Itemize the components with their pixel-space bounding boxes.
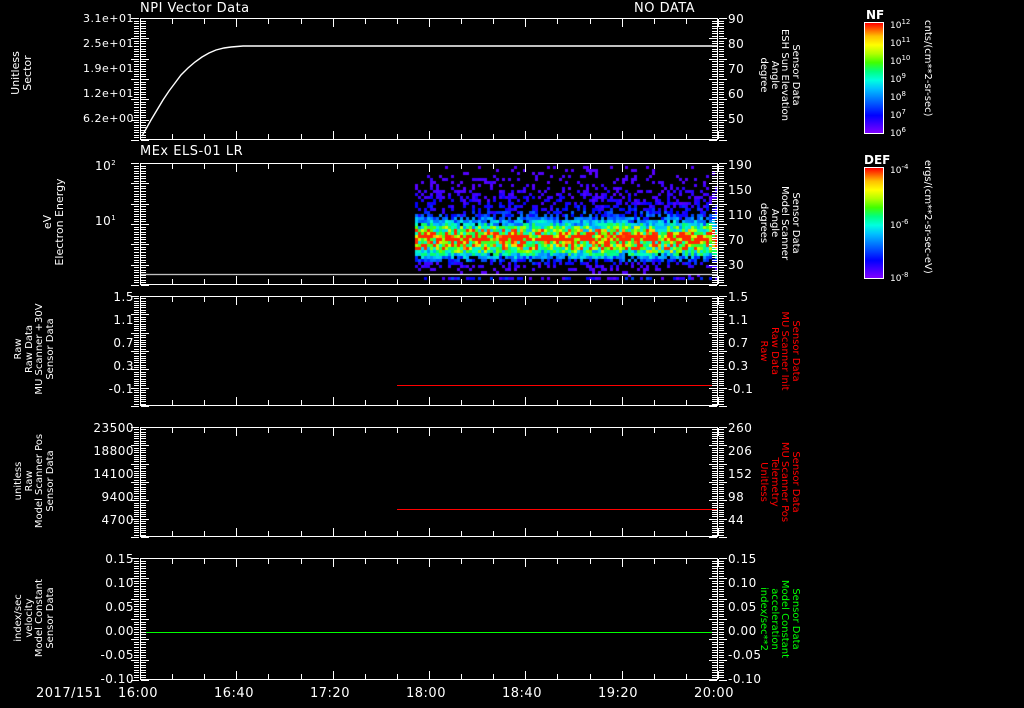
panel-sector-ytick-1: 2.5e+01 [83, 37, 134, 50]
panel-mcv-ytick-0: 0.15 [105, 552, 134, 566]
panel-sector-ytick-4: 6.2e+00 [83, 112, 134, 125]
panel-mcv-right-ytick-3: 0.00 [728, 624, 757, 638]
panel-mu30-ytick-4: -0.1 [108, 382, 134, 396]
panel-mcv-right-title: Sensor Data Model Constant acceleration ind… [758, 579, 802, 659]
mu-scanner-pos-telemetry-trace [397, 509, 717, 510]
colorbar-nf-tick-3: 109 [890, 72, 906, 85]
panel-ee-right-ytick-1: 150 [728, 183, 753, 197]
panel-sector-ytick-0: 3.1e+01 [83, 12, 134, 25]
panel-sector-right-title: Sensor Data ESH Sun Elevation Angle degree [758, 28, 802, 122]
panel-ee-left-title: eV Electron Energy [41, 178, 66, 266]
colorbar-nf-tick-4: 108 [890, 90, 906, 103]
panel-ee-right-ytick-3: 70 [728, 233, 745, 247]
time-axis-tick-3: 18:00 [406, 686, 446, 701]
panel-mu30-right-ytick-2: 0.7 [728, 336, 749, 350]
time-axis-tick-1: 16:40 [214, 686, 254, 701]
panel-sector-ytick-3: 1.2e+01 [83, 87, 134, 100]
panel-mu30-ytick-3: 0.3 [113, 359, 134, 373]
colorbar-nf-unit: cnts/(cm**2-sr-sec) [922, 20, 933, 117]
panel-msp-ytick-2: 14100 [93, 467, 134, 481]
panel-msp-ytick-3: 9400 [101, 490, 134, 504]
panel-sector-right-ytick-0: 90 [728, 12, 745, 26]
time-axis-tick-5: 19:20 [598, 686, 638, 701]
colorbar-nf[interactable] [864, 22, 884, 134]
time-axis-tick-0: 16:00 [118, 686, 158, 701]
panel-ee-right-ytick-0: 190 [728, 158, 753, 172]
time-axis-date: 2017/151 [36, 686, 103, 701]
figure-subtitle: MEx ELS-01 LR [140, 144, 244, 159]
colorbar-nf-tick-2: 1010 [890, 54, 911, 67]
panel-mcv-left-title: index/sec velocity Model Constant Sensor Da… [13, 578, 56, 658]
time-axis-tick-4: 18:40 [502, 686, 542, 701]
panel-model-scanner-pos-plot[interactable] [140, 427, 718, 537]
panel-mu30-right-ytick-3: 0.3 [728, 359, 749, 373]
panel-msp-right-ytick-2: 152 [728, 467, 753, 481]
panel-mcv-right-ytick-4: -0.05 [728, 648, 762, 662]
panel-msp-right-ytick-0: 260 [728, 421, 753, 435]
panel-mu30-right-ytick-1: 1.1 [728, 313, 749, 327]
colorbar-def-title: DEF [864, 153, 891, 167]
panel-electron-energy-plot[interactable] [140, 163, 718, 285]
panel-msp-right-title: Sensor Data MU Scanner Pos Telemetry Unitle… [758, 441, 802, 523]
panel-msp-ytick-4: 4700 [101, 513, 134, 527]
electron-energy-spectrogram [141, 164, 717, 284]
panel-mu30-left-title: Raw Raw Data MU Scanner +30V Sensor Data [13, 303, 56, 395]
panel-sector-right-ytick-2: 70 [728, 62, 745, 76]
panel-mcv-right-ytick-0: 0.15 [728, 552, 757, 566]
panel-mcv-ytick-1: 0.10 [105, 576, 134, 590]
panel-mcv-ytick-4: -0.05 [100, 648, 134, 662]
panel-mcv-right-ytick-1: 0.10 [728, 576, 757, 590]
colorbar-nf-tick-6: 106 [890, 126, 906, 139]
panel-ee-right-title: Sensor Data Model Scanner Angle degrees [758, 185, 802, 261]
time-axis-tick-2: 17:20 [310, 686, 350, 701]
time-axis-tick-6: 20:00 [694, 686, 734, 701]
colorbar-nf-title: NF [866, 8, 885, 22]
panel-msp-right-ytick-1: 206 [728, 444, 753, 458]
colorbar-def-tick-0: 10-4 [890, 163, 909, 176]
panel-mu30-right-ytick-0: 1.5 [728, 290, 749, 304]
figure-title-left: NPI Vector Data [140, 1, 250, 16]
mu-scanner-init-trace [397, 385, 717, 386]
panel-mcv-right-ytick-2: 0.05 [728, 600, 757, 614]
panel-mcv-right-ytick-5: -0.10 [728, 672, 762, 686]
panel-msp-right-ytick-3: 98 [728, 490, 745, 504]
panel-mu30-ytick-1: 1.1 [113, 313, 134, 327]
panel-mu-scanner-30v-plot[interactable] [140, 296, 718, 406]
panel-msp-right-ytick-4: 44 [728, 513, 745, 527]
panel-mu30-ytick-2: 0.7 [113, 336, 134, 350]
colorbar-nf-tick-5: 107 [890, 108, 906, 121]
model-constant-acceleration-trace [141, 632, 717, 633]
panel-sector-right-ytick-3: 60 [728, 87, 745, 101]
panel-mcv-ytick-2: 0.05 [105, 600, 134, 614]
panel-mu30-right-ytick-4: -0.1 [728, 382, 754, 396]
colorbar-def[interactable] [864, 167, 884, 279]
panel-mcv-ytick-3: 0.00 [105, 624, 134, 638]
panel-model-constant-velocity-plot[interactable] [140, 558, 718, 680]
panel-msp-left-title: unitless Raw Model Scanner Pos Sensor Data [13, 433, 56, 529]
colorbar-def-gradient [865, 168, 883, 278]
panel-sector-plot[interactable] [140, 18, 718, 140]
sector-trace [141, 45, 717, 137]
panel-sector-left-title: Unitless Sector [9, 51, 34, 95]
panel-ee-ytick-1: 101 [95, 214, 117, 228]
colorbar-nf-tick-1: 1011 [890, 36, 911, 49]
panel-mu30-ytick-0: 1.5 [113, 290, 134, 304]
panel-ee-right-ytick-4: 30 [728, 258, 745, 272]
colorbar-nf-tick-0: 1012 [890, 18, 911, 31]
panel-mcv-ytick-5: -0.10 [100, 672, 134, 686]
figure-title-right: NO DATA [634, 1, 696, 16]
panel-sector-right-ytick-4: 50 [728, 112, 745, 126]
panel-ee-right-ytick-2: 110 [728, 208, 753, 222]
panel-msp-ytick-1: 18800 [93, 444, 134, 458]
panel-sector-right-ytick-1: 80 [728, 37, 745, 51]
panel-mu30-right-title: Sensor Data MU Scanner Init Raw Data Raw [758, 311, 802, 391]
colorbar-def-tick-2: 10-8 [890, 271, 909, 284]
colorbar-def-unit: ergs/(cm**2-sr-sec-eV) [922, 160, 933, 274]
panel-msp-ytick-0: 23500 [93, 421, 134, 435]
panel-ee-ytick-0: 102 [95, 159, 117, 173]
colorbar-def-tick-1: 10-6 [890, 218, 909, 231]
panel-sector-ytick-2: 1.9e+01 [83, 62, 134, 75]
colorbar-nf-gradient [865, 23, 883, 133]
